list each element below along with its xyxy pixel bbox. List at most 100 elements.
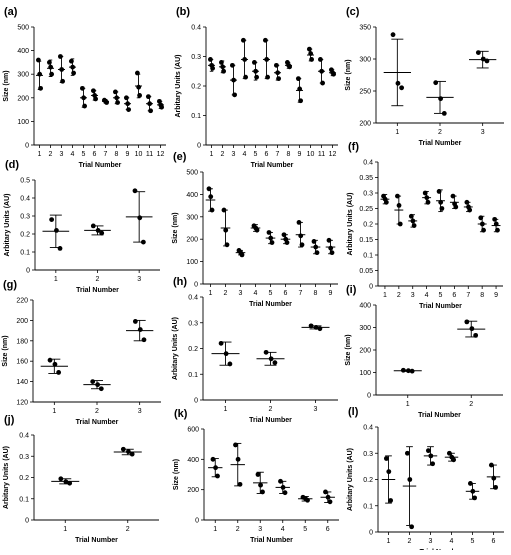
x-tick-label: 8: [480, 292, 484, 299]
x-tick-label: 2: [49, 151, 53, 158]
data-point: [71, 70, 77, 76]
y-tick-label: 0: [195, 518, 199, 525]
x-tick-label: 2: [221, 151, 225, 158]
x-tick-label: 1: [383, 292, 387, 299]
data-point: [410, 218, 416, 224]
y-tick-label: 0: [369, 530, 373, 537]
data-point: [145, 94, 151, 100]
y-tick-label: 250: [359, 89, 371, 96]
x-axis-title: Trial Number: [249, 417, 292, 424]
data-point: [386, 469, 392, 475]
y-tick-label: 400: [17, 48, 29, 55]
x-axis-title: Trial Number: [251, 162, 294, 169]
data-point: [90, 223, 96, 229]
data-point: [328, 245, 334, 251]
data-point: [46, 60, 52, 65]
x-tick-label: 3: [429, 538, 433, 545]
y-tick-label: 0.1: [19, 496, 29, 503]
x-tick-label: 6: [326, 526, 330, 533]
data-point: [327, 499, 333, 505]
data-point: [422, 190, 428, 196]
data-point: [233, 442, 238, 448]
x-tick-label: 9: [329, 290, 333, 297]
y-tick-label: 0.35: [359, 175, 373, 182]
x-tick-label: 1: [209, 290, 213, 297]
x-tick-label: 3: [60, 151, 64, 158]
data-point: [134, 70, 140, 76]
data-point: [90, 88, 96, 94]
y-axis-title: Arbitary Units (AU): [3, 446, 10, 509]
data-point: [38, 85, 44, 91]
data-point: [98, 386, 104, 392]
data-point: [309, 57, 315, 62]
x-axis-title: Trial Number: [419, 303, 462, 310]
data-point: [79, 85, 85, 91]
data-point: [115, 100, 121, 105]
y-tick-label: 0: [25, 143, 29, 150]
x-tick-label: 11: [318, 151, 325, 158]
x-tick-label: 1: [63, 526, 67, 533]
x-tick-label: 12: [329, 151, 337, 158]
y-tick-label: 0.4: [19, 433, 29, 440]
data-point: [268, 356, 274, 362]
data-point: [298, 98, 304, 104]
x-tick-label: 3: [481, 129, 485, 136]
x-tick-label: 3: [411, 292, 415, 299]
x-tick-label: 7: [276, 151, 280, 158]
data-point: [136, 84, 142, 90]
data-point: [255, 472, 261, 477]
data-point: [295, 76, 301, 82]
data-point: [438, 199, 444, 205]
x-tick-label: 5: [82, 151, 86, 158]
x-tick-label: 2: [224, 290, 228, 297]
data-point: [425, 448, 431, 454]
data-point: [223, 351, 229, 357]
y-tick-label: 300: [186, 214, 198, 221]
x-tick-label: 6: [452, 292, 456, 299]
x-axis-title: Trial Number: [76, 287, 119, 294]
data-point: [221, 68, 227, 74]
y-tick-label: 0.3: [363, 191, 373, 198]
x-tick-label: 3: [137, 276, 141, 283]
data-point: [325, 494, 331, 500]
data-point: [430, 461, 436, 467]
x-tick-label: 6: [284, 290, 288, 297]
x-tick-label: 3: [239, 290, 243, 297]
x-tick-label: 11: [146, 151, 153, 158]
x-tick-label: 9: [126, 151, 130, 158]
x-tick-label: 2: [96, 276, 100, 283]
y-tick-label: 350: [359, 25, 371, 32]
data-point: [60, 78, 66, 84]
data-point: [287, 64, 293, 70]
y-tick-label: 220: [16, 298, 28, 305]
y-tick-label: 0.4: [363, 425, 373, 432]
data-point: [258, 482, 263, 488]
data-point: [67, 480, 73, 486]
y-tick-label: 0: [25, 518, 29, 525]
x-tick-label: 10: [307, 151, 315, 158]
data-point: [218, 60, 224, 65]
x-tick-label: 2: [438, 129, 442, 136]
data-point: [242, 57, 248, 62]
y-tick-label: 0.3: [19, 454, 29, 461]
data-point: [297, 86, 303, 92]
data-point: [388, 498, 394, 503]
x-tick-label: 4: [71, 151, 75, 158]
x-axis-title: Trial Number: [249, 301, 292, 308]
x-tick-label: 2: [469, 401, 473, 408]
data-point: [453, 204, 459, 210]
x-tick-label: 5: [303, 526, 307, 533]
chart-panel-c: (c) 200 250 300 350 1 2 3 Trial Number Size (nm): [345, 6, 504, 147]
data-point: [253, 68, 259, 74]
data-point: [481, 227, 486, 233]
data-point: [58, 476, 64, 482]
data-point: [405, 368, 411, 374]
y-tick-label: 160: [16, 359, 28, 366]
y-tick-label: 0.25: [359, 206, 373, 213]
data-point: [243, 74, 249, 80]
y-tick-label: 200: [187, 487, 199, 494]
data-point: [319, 68, 325, 74]
chart-panel-i: (i) 0 100 200 300 400 1 2 Trial Number Size (nm): [345, 284, 503, 419]
x-tick-label: 7: [104, 151, 108, 158]
